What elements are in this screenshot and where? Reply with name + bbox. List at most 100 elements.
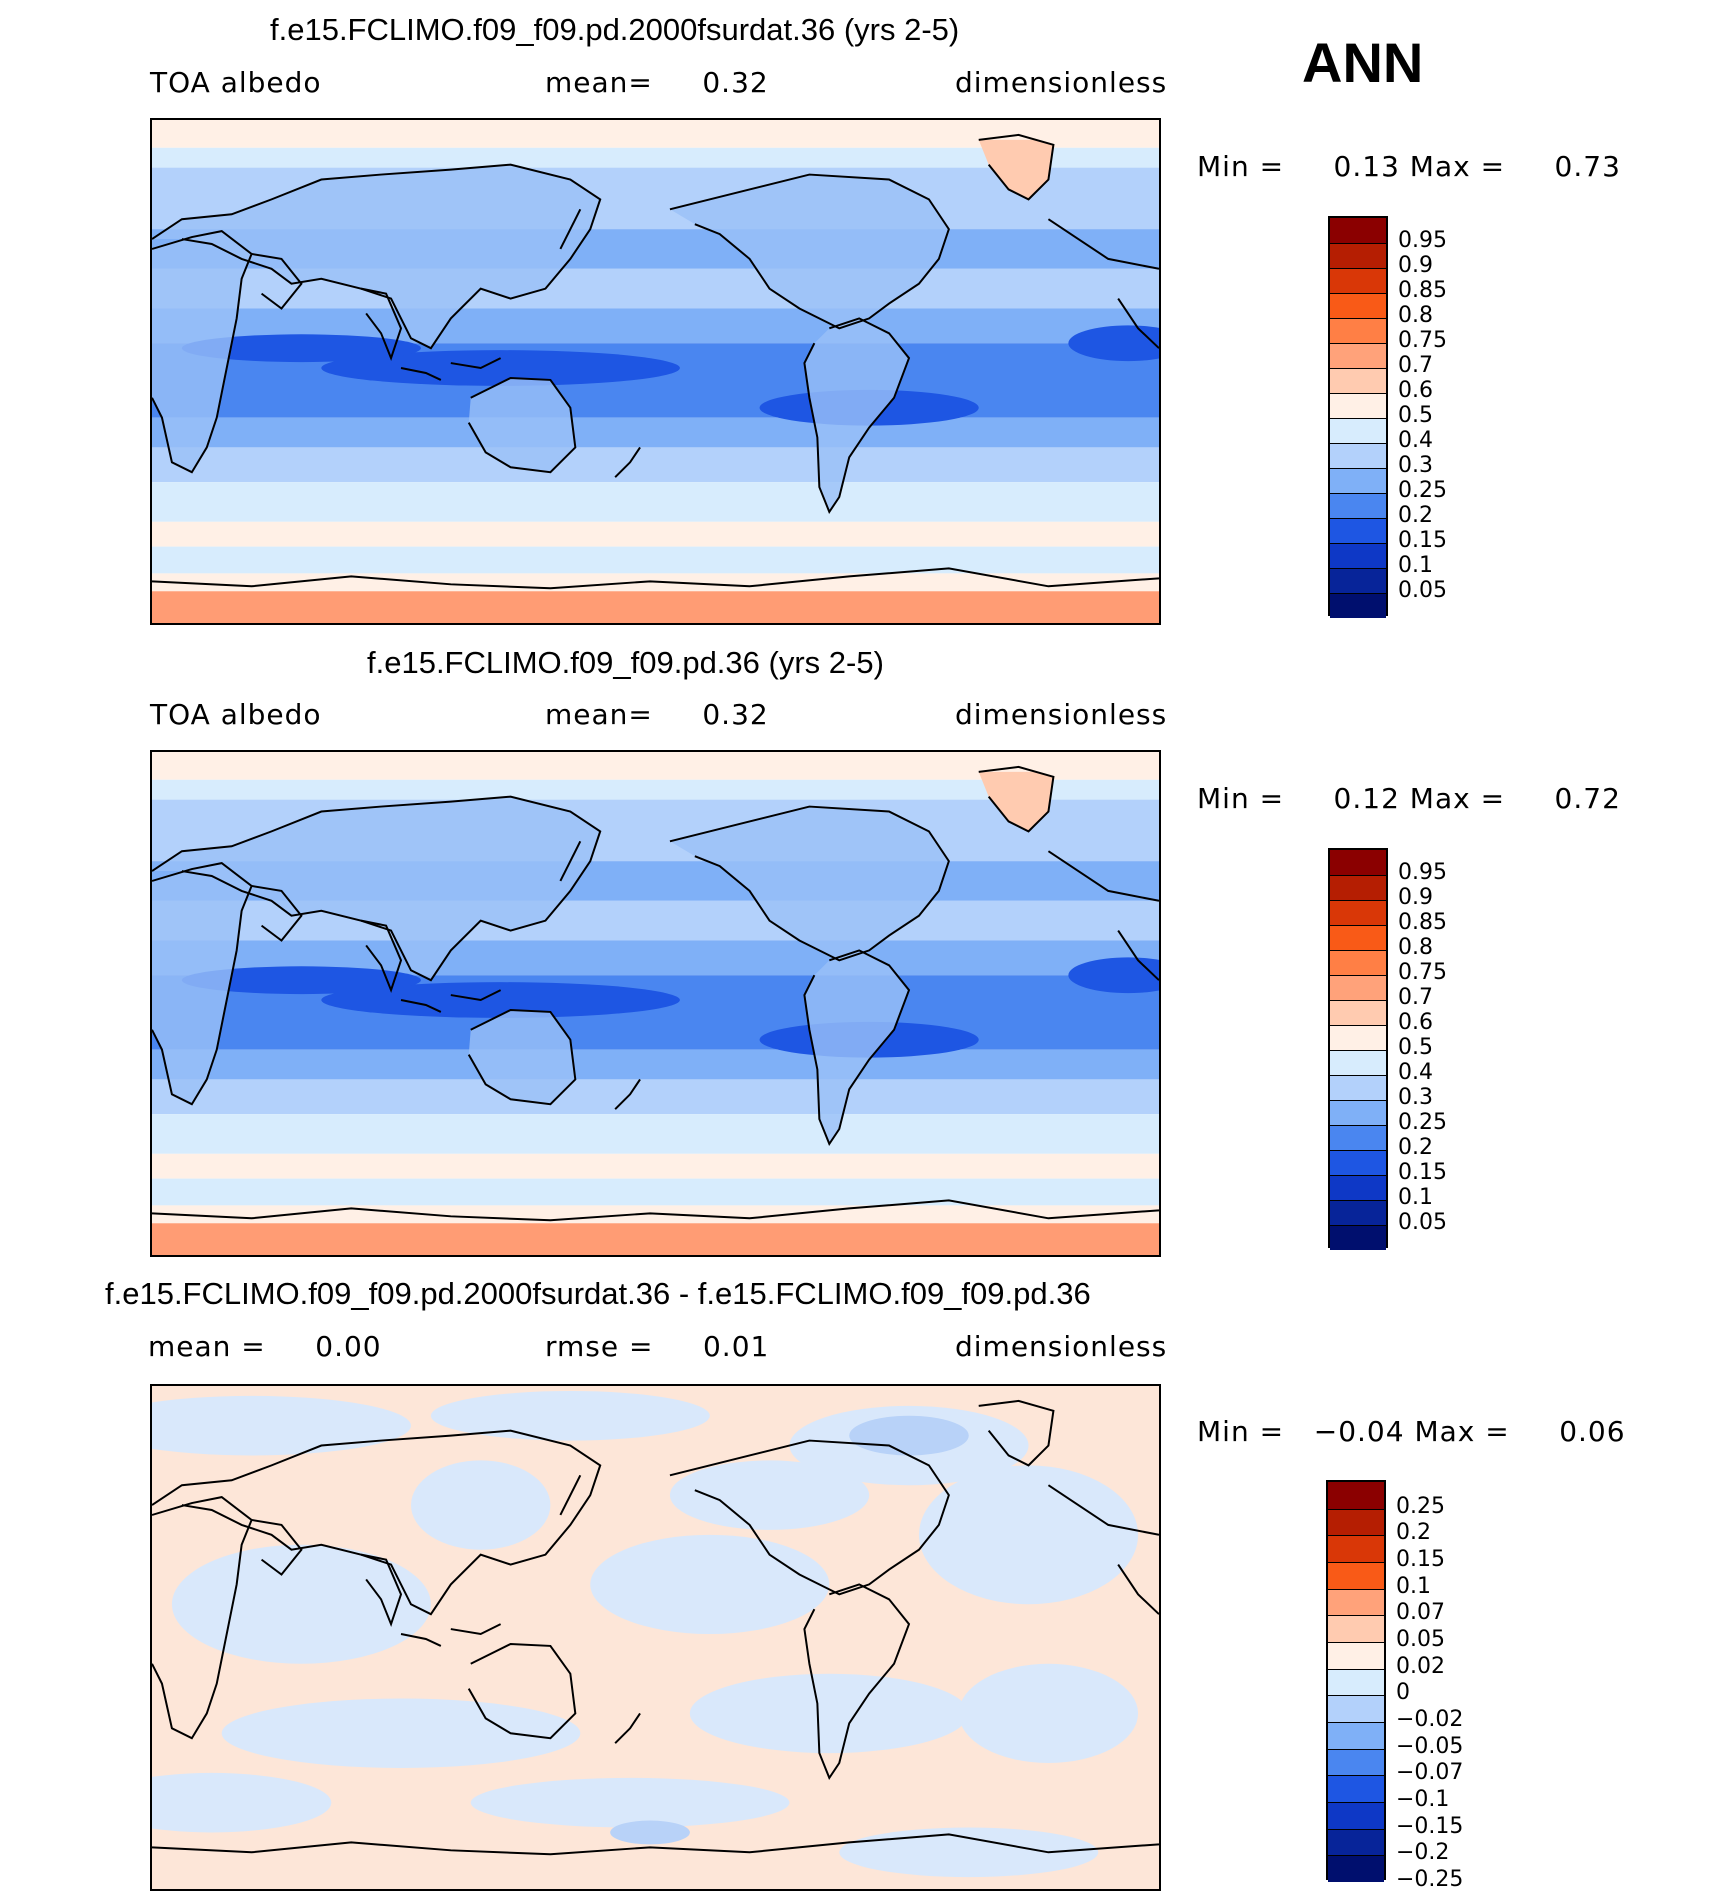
coastline [978,133,1055,201]
field-band [152,1079,1159,1115]
colorbar-tick-label: 0.02 [1396,1653,1445,1679]
colorbar-swatch [1330,243,1386,268]
coastline [400,367,442,381]
colorbar-swatch [1330,568,1386,593]
colorbar-swatch [1330,293,1386,318]
land-region [152,231,252,473]
field-cool-region [958,1663,1139,1764]
colorbar-swatch [1330,900,1386,925]
coastline [803,1583,911,1781]
coastline [803,949,911,1147]
colorbar-swatch [1330,218,1386,243]
coastline [467,1008,577,1106]
colorbar-swatch [1330,318,1386,343]
colorbar-tick-label: −0.2 [1396,1840,1450,1866]
field-core [321,982,680,1018]
coastline [559,1474,582,1516]
coastline [152,1496,253,1740]
coastline [614,1078,641,1110]
colorbar-tick-label: 0.15 [1398,528,1447,553]
panel3-map [150,1384,1161,1891]
field-cool-region [410,1460,551,1550]
land-region [152,164,601,349]
field-band [152,546,1159,574]
panel2-units-label: dimensionless [955,698,1168,731]
colorbar-swatch [1328,1482,1384,1509]
field-cool-region [152,1395,411,1456]
colorbar-tick-label: 0.25 [1398,1110,1447,1135]
field-band [152,482,1159,522]
land-region [804,950,909,1144]
field-cool-region [918,1465,1139,1605]
field-band [152,779,1159,800]
coastline [360,1553,403,1627]
panel2-mean-label: mean= 0.32 [545,698,769,731]
coastline [467,1642,577,1740]
land-region [152,796,601,981]
coastline [1117,1564,1159,1615]
field-core [1068,957,1159,994]
colorbar-swatch [1330,950,1386,975]
coastline [152,163,602,350]
colorbar-tick-label: 0.75 [1398,960,1447,985]
panel3-minmax: Min = −0.04 Max = 0.06 [1197,1415,1626,1448]
coastline [669,173,950,330]
colorbar-tick-label: 0.85 [1398,278,1447,303]
colorbar-swatch [1330,493,1386,518]
field-band [152,1178,1159,1206]
colorbar-swatch [1330,518,1386,543]
colorbar-tick-label: 0.95 [1398,228,1447,253]
colorbar-tick-label: 0.05 [1398,578,1447,603]
colorbar-swatch [1330,875,1386,900]
coastline [1117,298,1159,349]
colorbar-tick-label: 0.2 [1396,1520,1431,1546]
coastline [978,765,1055,833]
coastline [152,1833,1159,1856]
colorbar-tick-label: 0.15 [1396,1547,1445,1572]
coastline [803,317,911,515]
colorbar-tick-label: 0.07 [1396,1600,1445,1626]
field-cool-region [221,1698,581,1768]
field-cool-region [839,1827,1099,1878]
coastline [152,567,1159,590]
coastline [400,999,442,1013]
colorbar-swatch [1328,1855,1384,1882]
colorbar-tick-label: 0.2 [1398,503,1433,528]
colorbar-swatch [1328,1561,1384,1589]
colorbar-swatch [1328,1748,1384,1776]
coastline [152,230,253,474]
colorbar-tick-label: −0.05 [1396,1733,1464,1759]
colorbar-swatch [1330,1050,1386,1075]
panel3-title: f.e15.FCLIMO.f09_f09.pd.2000fsurdat.36 -… [105,1276,1091,1311]
arctic-band [152,752,1159,772]
colorbar-tick-label: 0.2 [1398,1135,1433,1160]
field-cool-region [430,1390,710,1441]
coastline [152,1429,602,1616]
field-cool-region [610,1820,690,1845]
colorbar-tick-label: 0.8 [1398,935,1433,960]
field-band [152,1114,1159,1154]
colorbar-tick-label: 0.9 [1398,253,1433,278]
field-band [152,1049,1159,1080]
colorbar-tick-label: 0.7 [1398,353,1433,378]
coastline [614,1712,641,1744]
colorbar-tick-label: 0.4 [1398,428,1433,453]
coastline [669,1439,950,1596]
arctic-band [152,120,1159,140]
colorbar-tick-label: −0.1 [1396,1787,1450,1812]
coastline [450,357,502,370]
panel1-units-label: dimensionless [955,66,1168,99]
land-region [152,863,252,1105]
colorbar-swatch [1330,593,1386,618]
colorbar-swatch [1330,1175,1386,1200]
colorbar-tick-label: 0.95 [1398,860,1447,885]
colorbar-swatch [1328,1508,1384,1536]
colorbar-swatch [1330,368,1386,393]
colorbar-tick-label: 0.85 [1398,910,1447,935]
coastline [400,1633,442,1647]
field-cool-region [669,1460,870,1530]
coastline [152,1199,1159,1222]
colorbar-swatch [1328,1668,1384,1696]
colorbar-tick-label: 0.9 [1398,885,1433,910]
coastline [360,287,403,361]
